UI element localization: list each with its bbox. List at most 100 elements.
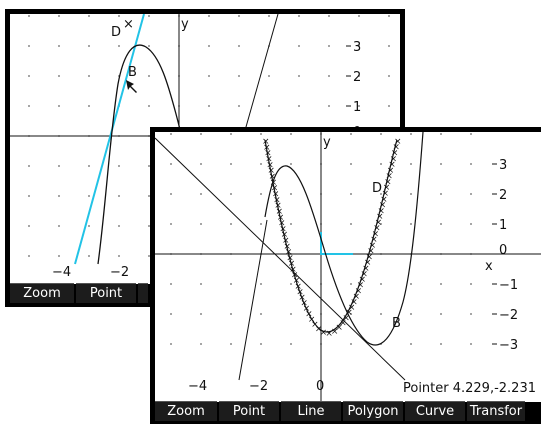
trace-cross-mark: ×: [359, 275, 367, 285]
menu-polygon-button[interactable]: Polygon: [343, 401, 403, 421]
trace-cross-mark: ×: [275, 207, 283, 217]
back-y-tick-1: 1: [353, 100, 361, 115]
trace-cross-mark: ×: [355, 286, 363, 296]
trace-cross-mark: ×: [272, 190, 280, 200]
front-y-axis-label: y: [323, 135, 331, 150]
trace-cross-mark: ×: [364, 258, 372, 268]
back-menu-point[interactable]: Point: [76, 283, 136, 303]
front-graph-screen: y x 3 2 1 0 −1 −2 −3 −4 −2 0 × ×: [150, 127, 541, 424]
front-y-tick-3: 3: [499, 158, 507, 173]
front-trace-crosses: ××××××××××××××××××××××××××××××××××××××××…: [262, 137, 402, 339]
front-point-d-label: D: [372, 181, 382, 196]
trace-cross-mark: ×: [293, 276, 301, 286]
front-y-tick-2: 2: [499, 188, 507, 203]
trace-cross-mark: ×: [391, 148, 399, 158]
menu-point-button[interactable]: Point: [219, 401, 279, 421]
trace-cross-mark: ×: [298, 293, 306, 303]
trace-cross-mark: ×: [296, 288, 304, 298]
back-x-tick-neg2: −2: [110, 265, 129, 280]
trace-cross-mark: ×: [267, 166, 275, 176]
front-menu-bar: Zoom Point Line Polygon Curve Transfor: [155, 401, 525, 421]
trace-cross-mark: ×: [281, 230, 289, 240]
trace-cross-mark: ×: [286, 253, 294, 263]
trace-cross-mark: ×: [385, 172, 393, 182]
trace-cross-mark: ×: [360, 269, 368, 279]
pointer-readout: Pointer 4.229,-2.231: [400, 381, 538, 396]
trace-cross-mark: ×: [380, 195, 388, 205]
trace-cross-mark: ×: [288, 259, 296, 269]
menu-line-button[interactable]: Line: [281, 401, 341, 421]
trace-cross-mark: ×: [377, 206, 385, 216]
front-y-tick-0: 0: [499, 243, 507, 258]
back-y-tick-2: 2: [353, 70, 361, 85]
front-cyan-marker: [320, 232, 353, 255]
trace-cross-mark: ×: [294, 282, 302, 292]
trace-cross-mark: ×: [381, 189, 389, 199]
front-x-tick-neg2: −2: [249, 379, 268, 394]
trace-cross-mark: ×: [375, 218, 383, 228]
trace-cross-mark: ×: [320, 328, 328, 338]
back-tangent-line: [74, 14, 145, 265]
front-steep-line: [238, 219, 268, 381]
trace-cross-mark: ×: [376, 212, 384, 222]
trace-cross-mark: ×: [289, 265, 297, 275]
front-y-tick-neg1: −1: [499, 278, 518, 293]
back-menu-partial[interactable]: [138, 283, 148, 303]
trace-cross-mark: ×: [263, 143, 271, 153]
trace-cross-mark: ×: [305, 310, 313, 320]
back-curve: [97, 44, 186, 265]
trace-cross-mark: ×: [277, 213, 285, 223]
back-y-tick-3: 3: [353, 40, 361, 55]
trace-cross-mark: ×: [300, 299, 308, 309]
trace-cross-mark: ×: [357, 281, 365, 291]
back-point-d-marker: ×: [123, 17, 134, 32]
front-traced-parabola: [264, 139, 398, 333]
front-y-tick-1: 1: [499, 218, 507, 233]
trace-cross-mark: ×: [388, 160, 396, 170]
menu-curve-button[interactable]: Curve: [405, 401, 465, 421]
front-y-tick-neg3: −3: [499, 338, 518, 353]
front-graph-canvas[interactable]: y x 3 2 1 0 −1 −2 −3 −4 −2 0 ××: [155, 132, 541, 402]
trace-cross-mark: ×: [342, 313, 350, 323]
back-point-d-label: D: [111, 25, 121, 40]
trace-cross-mark: ×: [348, 303, 356, 313]
back-menu-bar: Zoom Point: [10, 283, 148, 303]
trace-cross-mark: ×: [266, 160, 274, 170]
back-y-axis-label: y: [181, 17, 189, 32]
trace-cross-mark: ×: [315, 324, 323, 334]
menu-zoom-button[interactable]: Zoom: [155, 401, 217, 421]
trace-cross-mark: ×: [279, 224, 287, 234]
trace-cross-mark: ×: [335, 323, 343, 333]
trace-cross-mark: ×: [271, 184, 279, 194]
trace-cross-mark: ×: [262, 137, 270, 147]
trace-cross-mark: ×: [367, 247, 375, 257]
trace-cross-mark: ×: [365, 252, 373, 262]
back-steep-line: [243, 14, 279, 135]
trace-cross-mark: ×: [285, 248, 293, 258]
front-x-tick-neg4: −4: [188, 379, 207, 394]
front-x-axis-label: x: [485, 259, 493, 274]
back-menu-zoom[interactable]: Zoom: [10, 283, 74, 303]
front-point-b-label: B: [392, 316, 401, 331]
trace-cross-mark: ×: [282, 236, 290, 246]
trace-cross-mark: ×: [392, 143, 400, 153]
trace-cross-mark: ×: [264, 149, 272, 159]
front-diagonal-line: [155, 137, 406, 381]
trace-cross-mark: ×: [379, 201, 387, 211]
arrow-cursor-icon: [126, 80, 137, 93]
trace-cross-mark: ×: [325, 329, 333, 339]
back-y-ticks: 3 2 1 0: [346, 40, 361, 140]
trace-cross-mark: ×: [308, 315, 316, 325]
trace-cross-mark: ×: [265, 155, 273, 165]
trace-cross-mark: ×: [311, 320, 319, 330]
menu-transform-button[interactable]: Transfor: [467, 401, 525, 421]
trace-cross-mark: ×: [274, 201, 282, 211]
front-y-tick-neg2: −2: [499, 308, 518, 323]
back-x-tick-neg4: −4: [52, 265, 71, 280]
trace-cross-mark: ×: [373, 224, 381, 234]
trace-cross-mark: ×: [387, 166, 395, 176]
trace-cross-mark: ×: [339, 318, 347, 328]
back-point-b-label: B: [128, 65, 137, 80]
trace-cross-mark: ×: [303, 304, 311, 314]
trace-cross-mark: ×: [383, 183, 391, 193]
